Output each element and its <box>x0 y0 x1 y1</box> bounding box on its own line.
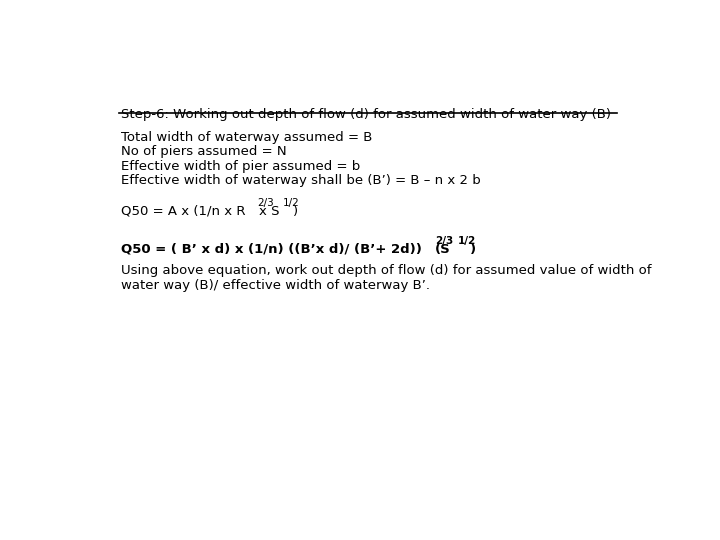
Text: 2/3: 2/3 <box>435 236 453 246</box>
Text: Q50 = A x (1/n x R: Q50 = A x (1/n x R <box>121 205 246 218</box>
Text: Using above equation, work out depth of flow (d) for assumed value of width of: Using above equation, work out depth of … <box>121 265 651 278</box>
Text: Q50 = ( B’ x d) x (1/n) ((B’x d)/ (B’+ 2d)): Q50 = ( B’ x d) x (1/n) ((B’x d)/ (B’+ 2… <box>121 243 422 256</box>
Text: x S: x S <box>258 205 279 218</box>
Text: Effective width of waterway shall be (B’) = B – n x 2 b: Effective width of waterway shall be (B’… <box>121 174 480 187</box>
Text: 1/2: 1/2 <box>459 236 477 246</box>
Text: Step-6: Working out depth of flow (d) for assumed width of water way (B): Step-6: Working out depth of flow (d) fo… <box>121 109 611 122</box>
Text: 2/3: 2/3 <box>258 198 274 208</box>
Text: ): ) <box>292 205 297 218</box>
Text: Effective width of pier assumed = b: Effective width of pier assumed = b <box>121 160 360 173</box>
Text: Total width of waterway assumed = B: Total width of waterway assumed = B <box>121 131 372 144</box>
Text: ): ) <box>469 243 476 256</box>
Text: (S: (S <box>435 243 451 256</box>
Text: No of piers assumed = N: No of piers assumed = N <box>121 145 287 158</box>
Text: 1/2: 1/2 <box>282 198 300 208</box>
Text: water way (B)/ effective width of waterway B’.: water way (B)/ effective width of waterw… <box>121 279 430 292</box>
